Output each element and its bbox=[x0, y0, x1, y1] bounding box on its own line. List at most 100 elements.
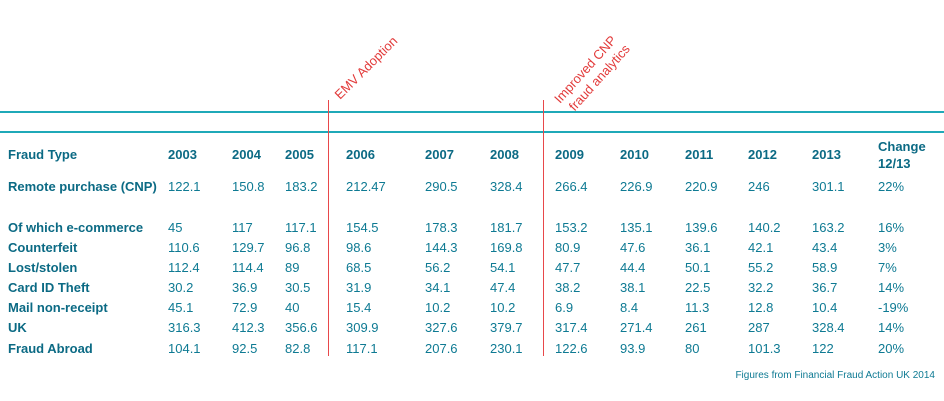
table-cell: 328.4 bbox=[812, 320, 845, 335]
table-cell: 379.7 bbox=[490, 320, 523, 335]
table-cell: 328.4 bbox=[490, 179, 523, 194]
column-header: 2010 bbox=[620, 147, 649, 162]
column-header: 2005 bbox=[285, 147, 314, 162]
table-cell: 301.1 bbox=[812, 179, 845, 194]
column-header: 2006 bbox=[346, 147, 375, 162]
table-cell: 101.3 bbox=[748, 341, 781, 356]
table-cell: 10.2 bbox=[425, 300, 451, 315]
table-cell: 45.1 bbox=[168, 300, 194, 315]
column-header: Change 12/13 bbox=[878, 139, 926, 171]
table-cell: 140.2 bbox=[748, 220, 781, 235]
table-cell: 93.9 bbox=[620, 341, 646, 356]
table-cell: 6.9 bbox=[555, 300, 574, 315]
table-cell: 72.9 bbox=[232, 300, 258, 315]
divider bbox=[328, 100, 329, 356]
rule bbox=[0, 131, 944, 133]
table-cell: 144.3 bbox=[425, 240, 458, 255]
table-cell: 181.7 bbox=[490, 220, 523, 235]
table-cell: 150.8 bbox=[232, 179, 265, 194]
table-cell: 31.9 bbox=[346, 280, 372, 295]
table-cell: 12.8 bbox=[748, 300, 774, 315]
table-cell: 104.1 bbox=[168, 341, 201, 356]
table-cell: 266.4 bbox=[555, 179, 588, 194]
table-cell: 38.2 bbox=[555, 280, 581, 295]
table-cell: 30.5 bbox=[285, 280, 311, 295]
rule bbox=[0, 111, 944, 113]
table-cell: 45 bbox=[168, 220, 183, 235]
table-cell: 47.7 bbox=[555, 260, 581, 275]
column-header: 2008 bbox=[490, 147, 519, 162]
table-cell: 36.1 bbox=[685, 240, 711, 255]
table-cell: 16% bbox=[878, 220, 905, 235]
table-cell: 43.4 bbox=[812, 240, 838, 255]
row-label: UK bbox=[8, 320, 27, 335]
table-cell: 14% bbox=[878, 320, 905, 335]
table-cell: 290.5 bbox=[425, 179, 458, 194]
column-header: 2004 bbox=[232, 147, 261, 162]
table-cell: 68.5 bbox=[346, 260, 372, 275]
table-cell: 38.1 bbox=[620, 280, 646, 295]
table-cell: 20% bbox=[878, 341, 905, 356]
table-cell: 82.8 bbox=[285, 341, 311, 356]
row-label: Remote purchase (CNP) bbox=[8, 179, 157, 194]
table-cell: 163.2 bbox=[812, 220, 845, 235]
table-cell: 114.4 bbox=[232, 260, 264, 275]
table-cell: 92.5 bbox=[232, 341, 258, 356]
table-cell: 96.8 bbox=[285, 240, 311, 255]
table-cell: 317.4 bbox=[555, 320, 588, 335]
table-cell: 212.47 bbox=[346, 179, 386, 194]
column-header: 2013 bbox=[812, 147, 841, 162]
table-cell: 153.2 bbox=[555, 220, 588, 235]
table-cell: 47.6 bbox=[620, 240, 646, 255]
table-cell: 36.9 bbox=[232, 280, 258, 295]
row-label: Of which e-commerce bbox=[8, 220, 144, 235]
table-cell: 261 bbox=[685, 320, 707, 335]
table-cell: 309.9 bbox=[346, 320, 379, 335]
row-label: Fraud Abroad bbox=[8, 341, 93, 356]
table-cell: 316.3 bbox=[168, 320, 201, 335]
table-cell: 56.2 bbox=[425, 260, 451, 275]
table-cell: 89 bbox=[285, 260, 300, 275]
table-cell: 54.1 bbox=[490, 260, 516, 275]
table-cell: 154.5 bbox=[346, 220, 379, 235]
table-cell: 117 bbox=[232, 220, 253, 235]
table-cell: 3% bbox=[878, 240, 897, 255]
table-cell: 169.8 bbox=[490, 240, 523, 255]
table-cell: 55.2 bbox=[748, 260, 774, 275]
table-cell: 30.2 bbox=[168, 280, 194, 295]
table-cell: -19% bbox=[878, 300, 909, 315]
table-cell: 112.4 bbox=[168, 260, 200, 275]
table-cell: 58.9 bbox=[812, 260, 838, 275]
table-cell: 8.4 bbox=[620, 300, 639, 315]
table-cell: 47.4 bbox=[490, 280, 516, 295]
table-cell: 230.1 bbox=[490, 341, 523, 356]
footer: Figures from Financial Fraud Action UK 2… bbox=[735, 370, 935, 381]
table-cell: 287 bbox=[748, 320, 770, 335]
annotations: EMV Adoption Improved CNP fraud analytic… bbox=[332, 33, 634, 114]
table-cell: 44.4 bbox=[620, 260, 646, 275]
column-header: 2011 bbox=[685, 147, 714, 162]
row-label: Counterfeit bbox=[8, 240, 78, 255]
row-label: Card ID Theft bbox=[8, 280, 90, 295]
table-cell: 110.6 bbox=[168, 240, 200, 255]
table-cell: 98.6 bbox=[346, 240, 372, 255]
table-cell: 11.3 bbox=[685, 300, 710, 315]
table-cell: 207.6 bbox=[425, 341, 458, 356]
table-cell: 14% bbox=[878, 280, 905, 295]
table-cell: 412.3 bbox=[232, 320, 265, 335]
table-cell: 122.1 bbox=[168, 179, 201, 194]
table-cell: 80 bbox=[685, 341, 700, 356]
table-cell: 356.6 bbox=[285, 320, 318, 335]
table-cell: 139.6 bbox=[685, 220, 718, 235]
column-header: 2012 bbox=[748, 147, 777, 162]
column-header: Fraud Type bbox=[8, 147, 78, 162]
table-cell: 327.6 bbox=[425, 320, 458, 335]
row-label: Mail non-receipt bbox=[8, 300, 108, 315]
divider bbox=[543, 100, 544, 356]
table-cell: 42.1 bbox=[748, 240, 774, 255]
table-cell: 117.1 bbox=[285, 220, 317, 235]
table-cell: 10.4 bbox=[812, 300, 838, 315]
table-cell: 226.9 bbox=[620, 179, 653, 194]
table-cell: 40 bbox=[285, 300, 300, 315]
